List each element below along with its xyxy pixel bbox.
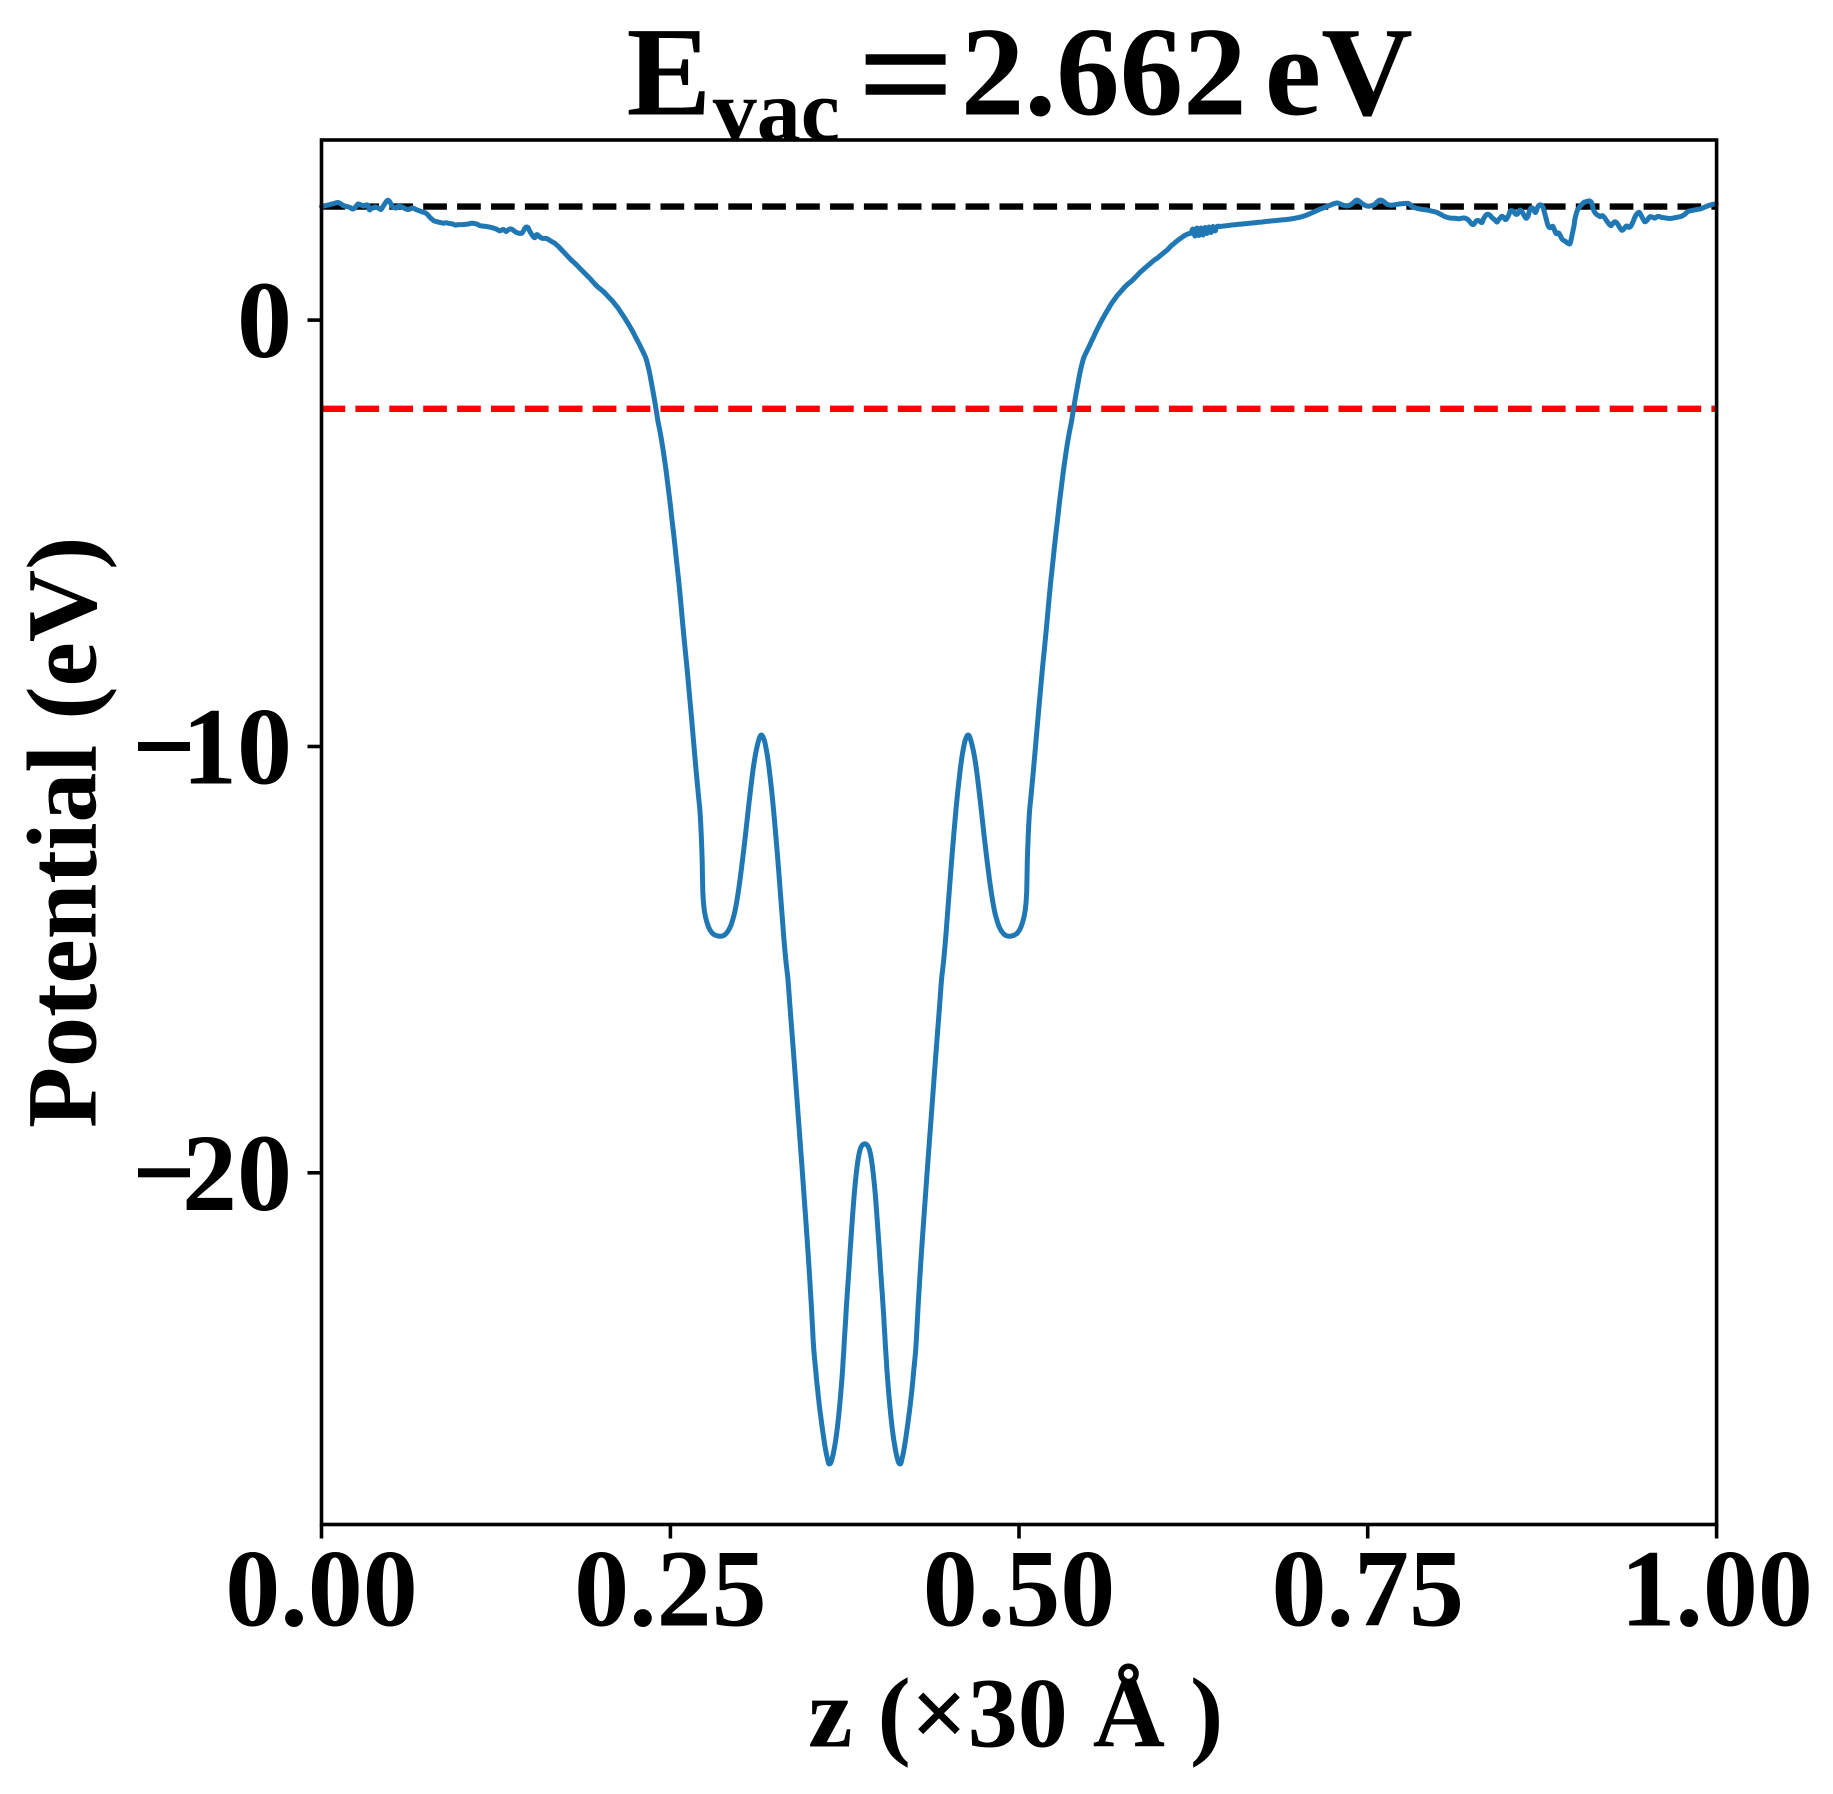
svg-text:E: E bbox=[627, 3, 712, 143]
svg-text:10: 10 bbox=[182, 686, 292, 808]
svg-text:Potential (eV): Potential (eV) bbox=[7, 537, 118, 1128]
svg-text:20: 20 bbox=[182, 1112, 292, 1234]
svg-text:vac: vac bbox=[713, 63, 840, 160]
svg-text:=: = bbox=[857, 0, 955, 157]
svg-text:0.00: 0.00 bbox=[225, 1528, 418, 1650]
svg-text:eV: eV bbox=[1265, 3, 1413, 143]
svg-text:0.50: 0.50 bbox=[923, 1528, 1116, 1650]
svg-text:0.25: 0.25 bbox=[574, 1528, 767, 1650]
svg-text:0.75: 0.75 bbox=[1271, 1528, 1464, 1650]
svg-text:2.662: 2.662 bbox=[961, 3, 1247, 143]
svg-text:0: 0 bbox=[237, 259, 292, 381]
svg-text:z (×30 Å ): z (×30 Å ) bbox=[808, 1658, 1223, 1769]
svg-text:1.00: 1.00 bbox=[1620, 1528, 1813, 1650]
